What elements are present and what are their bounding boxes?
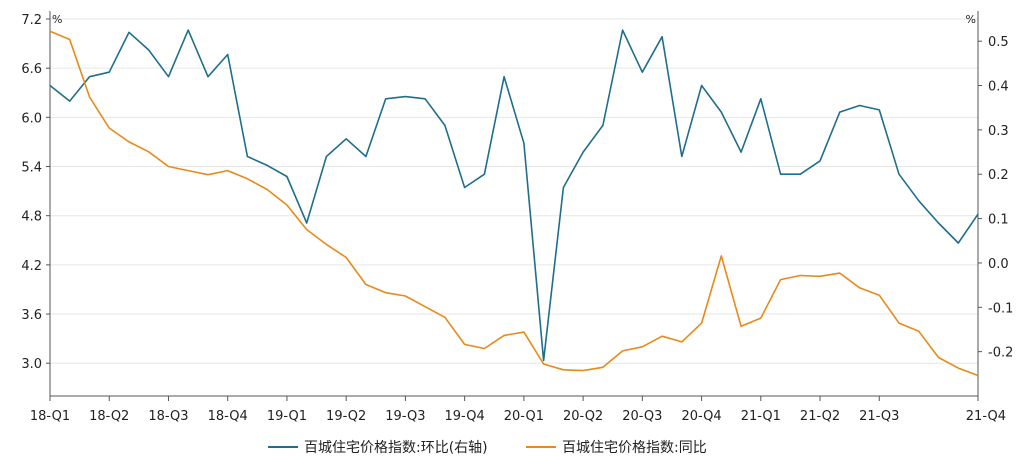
right-tick-label: 0.1: [988, 213, 1009, 228]
left-tick-label: 6.0: [21, 111, 42, 126]
x-tick-label: 19-Q2: [326, 409, 366, 424]
right-axis-unit: %: [966, 13, 976, 26]
right-tick-label: 0.2: [988, 168, 1009, 183]
x-tick-label: 21-Q1: [741, 409, 781, 424]
right-tick-label: 0.5: [988, 35, 1009, 50]
x-tick-label: 19-Q3: [385, 409, 425, 424]
x-tick-label: 18-Q1: [30, 409, 70, 424]
left-tick-label: 4.8: [21, 210, 42, 225]
right-tick-label: 0.0: [988, 257, 1009, 272]
series-layer: [49, 29, 979, 377]
x-tick-label: 18-Q3: [148, 409, 188, 424]
left-y-axis: 3.0 3.6 4.2 4.8 5.4 6.0 6.6 7.2%: [21, 11, 62, 396]
x-tick-label: 21-Q3: [859, 409, 899, 424]
left-tick-label: 4.2: [21, 259, 42, 274]
left-tick-label: 5.4: [21, 161, 42, 176]
x-axis: 18-Q1 18-Q2 18-Q3 18-Q4 19-Q1 19-Q2 19-Q3 19-Q4…: [30, 395, 1006, 424]
right-tick-label: 0.4: [988, 80, 1009, 95]
x-tick-label: 21-Q4: [966, 409, 1006, 424]
right-y-axis: -0.2 -0.1 0.0 0.1 0.2 0.3 0.4 0.5%: [966, 11, 1013, 396]
legend-label: 百城住宅价格指数:同比: [562, 440, 707, 456]
series-line-2: [49, 30, 979, 377]
x-tick-label: 21-Q2: [800, 409, 840, 424]
x-tick-label: 19-Q4: [445, 409, 485, 424]
x-tick-label: 18-Q4: [208, 409, 248, 424]
x-tick-label: 19-Q1: [267, 409, 307, 424]
left-tick-label: 3.6: [21, 308, 42, 323]
left-tick-label: 6.6: [21, 62, 42, 77]
left-tick-label: 3.0: [21, 357, 42, 372]
right-tick-label: -0.1: [988, 301, 1013, 316]
right-tick-label: -0.2: [988, 346, 1013, 361]
x-tick-label: 20-Q1: [504, 409, 544, 424]
legend-label: 百城住宅价格指数:环比(右轴): [304, 440, 488, 456]
gridlines: [50, 18, 978, 364]
x-tick-label: 20-Q3: [622, 409, 662, 424]
left-tick-label: 7.2: [21, 13, 42, 28]
left-axis-unit: %: [52, 13, 62, 26]
legend: 百城住宅价格指数:环比(右轴) 百城住宅价格指数:同比: [268, 440, 707, 456]
x-tick-label: 20-Q2: [563, 409, 603, 424]
series-line-1: [49, 29, 979, 362]
right-tick-label: 0.3: [988, 124, 1009, 139]
x-tick-label: 18-Q2: [89, 409, 129, 424]
x-tick-label: 20-Q4: [681, 409, 721, 424]
